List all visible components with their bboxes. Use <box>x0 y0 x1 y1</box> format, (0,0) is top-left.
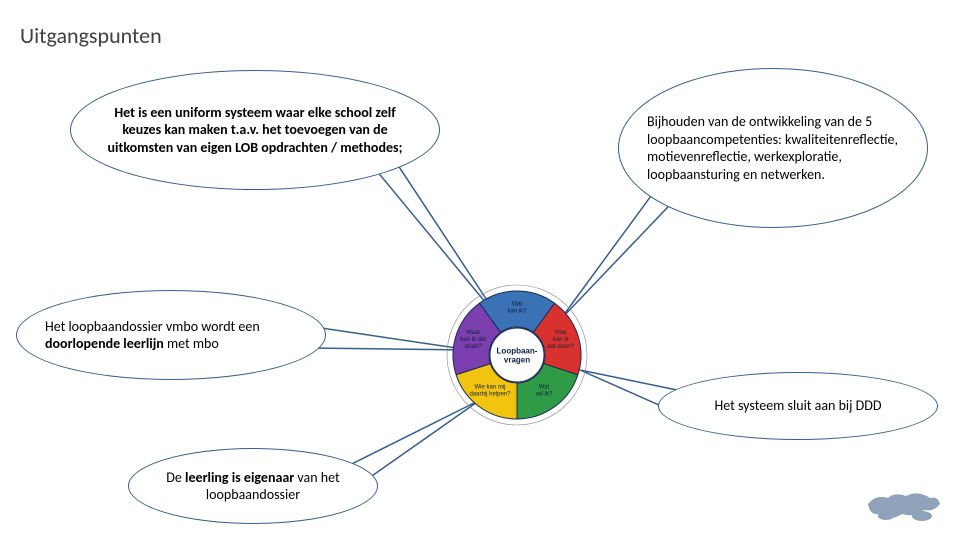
svg-text:vragen: vragen <box>504 356 530 365</box>
svg-text:Waar: Waar <box>466 330 480 336</box>
bubble-text: Het loopbaandossier vmbo wordt een doorl… <box>45 318 297 353</box>
svg-text:dat doen?: dat doen? <box>547 344 574 350</box>
bubble-b5: De leerling is eigenaar van het loopbaan… <box>128 448 378 524</box>
bubble-b4: Het systeem sluit aan bij DDD <box>658 372 938 440</box>
svg-text:kan ik?: kan ik? <box>507 309 527 315</box>
bubble-text: De leerling is eigenaar van het loopbaan… <box>157 469 349 504</box>
svg-text:kan ik dat: kan ik dat <box>460 337 486 343</box>
svg-text:daarbij helpen?: daarbij helpen? <box>469 392 511 398</box>
bubble-b3: Het loopbaandossier vmbo wordt een doorl… <box>16 290 326 380</box>
svg-text:kan ik: kan ik <box>553 337 570 343</box>
svg-text:wil ik?: wil ik? <box>535 392 553 398</box>
page-title: Uitgangspunten <box>20 22 162 49</box>
bubble-text: Bijhouden van de ontwikkeling van de 5 l… <box>647 113 899 183</box>
bubble-text: Het is een uniform systeem waar elke sch… <box>99 104 411 157</box>
svg-text:Loopbaan-: Loopbaan- <box>497 347 538 356</box>
map-logo <box>864 486 942 526</box>
svg-text:Wat: Wat <box>512 302 523 308</box>
svg-text:Wie kan mij: Wie kan mij <box>474 385 505 391</box>
svg-text:Hoe: Hoe <box>555 330 567 336</box>
svg-text:Wat: Wat <box>539 385 550 391</box>
bubble-text: Het systeem sluit aan bij DDD <box>714 397 881 415</box>
bubble-b2: Bijhouden van de ontwikkeling van de 5 l… <box>618 68 928 228</box>
bubble-b1: Het is een uniform systeem waar elke sch… <box>70 70 440 190</box>
loopbaan-wheel: Watkan ik?Hoekan ikdat doen?Watwil ik?Wi… <box>442 280 592 430</box>
svg-text:doen?: doen? <box>465 344 482 350</box>
